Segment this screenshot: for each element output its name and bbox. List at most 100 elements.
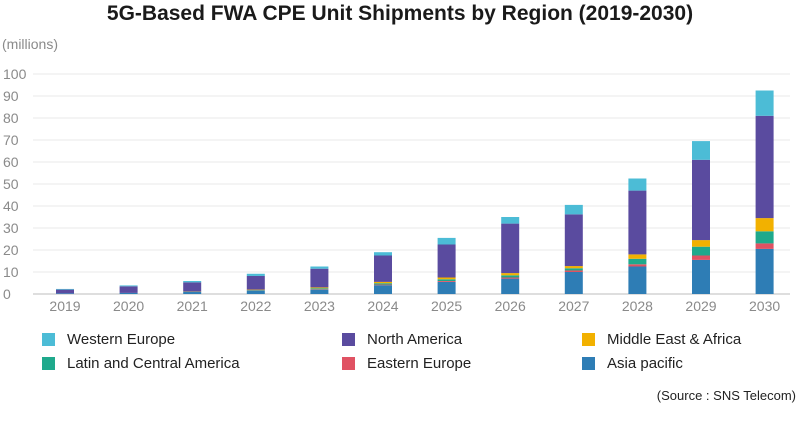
bar-segment xyxy=(310,287,329,289)
bar-segment xyxy=(628,258,647,265)
bar-segment xyxy=(564,270,583,272)
gridlines xyxy=(33,73,790,295)
legend-label: Western Europe xyxy=(67,330,176,348)
legend-item: Latin and Central America xyxy=(42,353,342,373)
bar-segment xyxy=(628,254,647,259)
bar-segment xyxy=(755,218,774,232)
bar-segment xyxy=(119,286,138,293)
x-tick-label: 2029 xyxy=(685,298,716,314)
legend-item: Middle East & Africa xyxy=(582,329,782,349)
bar-segment xyxy=(56,288,74,290)
bar-segment xyxy=(692,246,710,256)
bar-segment xyxy=(374,285,392,294)
bar-segment xyxy=(628,266,647,294)
bars xyxy=(56,90,774,294)
x-tick-label: 2023 xyxy=(304,298,335,314)
bar-segment xyxy=(692,240,710,247)
x-tick-label: 2020 xyxy=(113,298,144,314)
bar-segment xyxy=(437,281,456,282)
y-tick-label: 20 xyxy=(3,242,19,258)
bar-segment xyxy=(692,159,710,241)
x-tick-label: 2028 xyxy=(622,298,653,314)
legend-label: North America xyxy=(367,330,463,348)
bar-segment xyxy=(755,248,774,294)
bar-segment xyxy=(310,268,329,288)
x-tick-label: 2027 xyxy=(558,298,589,314)
legend-label: Latin and Central America xyxy=(67,354,240,372)
bar-segment xyxy=(183,281,202,283)
bar-segment xyxy=(692,141,710,160)
bar-segment xyxy=(437,237,456,245)
x-tick-label: 2026 xyxy=(495,298,526,314)
y-tick-label: 0 xyxy=(3,286,11,302)
bar-segment xyxy=(437,279,456,282)
bar-segment xyxy=(501,275,520,278)
bar-segment xyxy=(246,290,265,294)
bar-segment xyxy=(755,115,774,219)
legend-item: Asia pacific xyxy=(582,353,782,373)
legend-swatch xyxy=(342,356,355,370)
bar-segment xyxy=(564,204,583,215)
y-tick-label: 30 xyxy=(3,220,19,236)
x-tick-label: 2019 xyxy=(49,298,80,314)
bar-segment xyxy=(692,259,710,294)
bar-segment xyxy=(310,266,329,269)
source-note: (Source : SNS Telecom) xyxy=(656,388,796,403)
x-tick-label: 2021 xyxy=(177,298,208,314)
legend-label: Asia pacific xyxy=(607,354,683,372)
bar-segment xyxy=(246,275,265,290)
y-tick-label: 40 xyxy=(3,198,19,214)
bar-segment xyxy=(374,281,392,284)
bar-segment xyxy=(755,243,774,249)
bar-segment xyxy=(501,223,520,274)
bar-segment xyxy=(564,272,583,294)
x-tick-label: 2025 xyxy=(431,298,462,314)
legend-swatch xyxy=(582,356,595,370)
bar-segment xyxy=(628,190,647,255)
legend-item: North America xyxy=(342,329,582,349)
x-axis: 2019 2020 2021 2022 2023 2024 2025 2026 2027 2028… xyxy=(49,298,780,314)
bar-segment xyxy=(374,283,392,285)
legend-item: Eastern Europe xyxy=(342,353,582,373)
bar-segment xyxy=(501,277,520,279)
bar-segment xyxy=(246,273,265,276)
bar-segment xyxy=(437,277,456,280)
bar-segment xyxy=(183,282,202,292)
y-tick-label: 100 xyxy=(3,66,27,82)
bar-segment xyxy=(755,90,774,116)
y-tick-label: 50 xyxy=(3,176,19,192)
bar-segment xyxy=(374,252,392,256)
y-unit-label: (millions) xyxy=(2,36,58,52)
bar-segment xyxy=(501,273,520,276)
y-tick-label: 10 xyxy=(3,264,19,280)
x-tick-label: 2024 xyxy=(367,298,398,314)
y-tick-label: 70 xyxy=(3,132,19,148)
bar-segment xyxy=(501,278,520,294)
bar-segment xyxy=(564,214,583,267)
bar-segment xyxy=(755,231,774,244)
y-axis: 0 10 20 30 40 50 60 70 80 90 100 xyxy=(3,66,27,302)
y-tick-label: 90 xyxy=(3,88,19,104)
bar-segment xyxy=(310,289,329,294)
legend-swatch xyxy=(342,332,355,346)
bar-segment xyxy=(564,266,583,269)
bar-segment xyxy=(628,264,647,267)
bar-segment xyxy=(310,288,329,290)
x-tick-label: 2022 xyxy=(240,298,271,314)
bar-segment xyxy=(374,255,392,282)
bar-segment xyxy=(56,293,74,294)
bar-segment xyxy=(501,217,520,224)
legend-swatch xyxy=(42,332,55,346)
y-tick-label: 80 xyxy=(3,110,19,126)
chart-title: 5G-Based FWA CPE Unit Shipments by Regio… xyxy=(106,2,694,25)
legend: Western Europe North America Middle East &… xyxy=(42,329,782,373)
legend-label: Eastern Europe xyxy=(367,354,472,372)
bar-segment xyxy=(374,284,392,286)
bar-segment xyxy=(692,255,710,260)
y-tick-label: 60 xyxy=(3,154,19,170)
bar-segment xyxy=(119,285,138,287)
bar-segment xyxy=(119,292,138,294)
x-tick-label: 2030 xyxy=(749,298,780,314)
bar-segment xyxy=(437,281,456,294)
